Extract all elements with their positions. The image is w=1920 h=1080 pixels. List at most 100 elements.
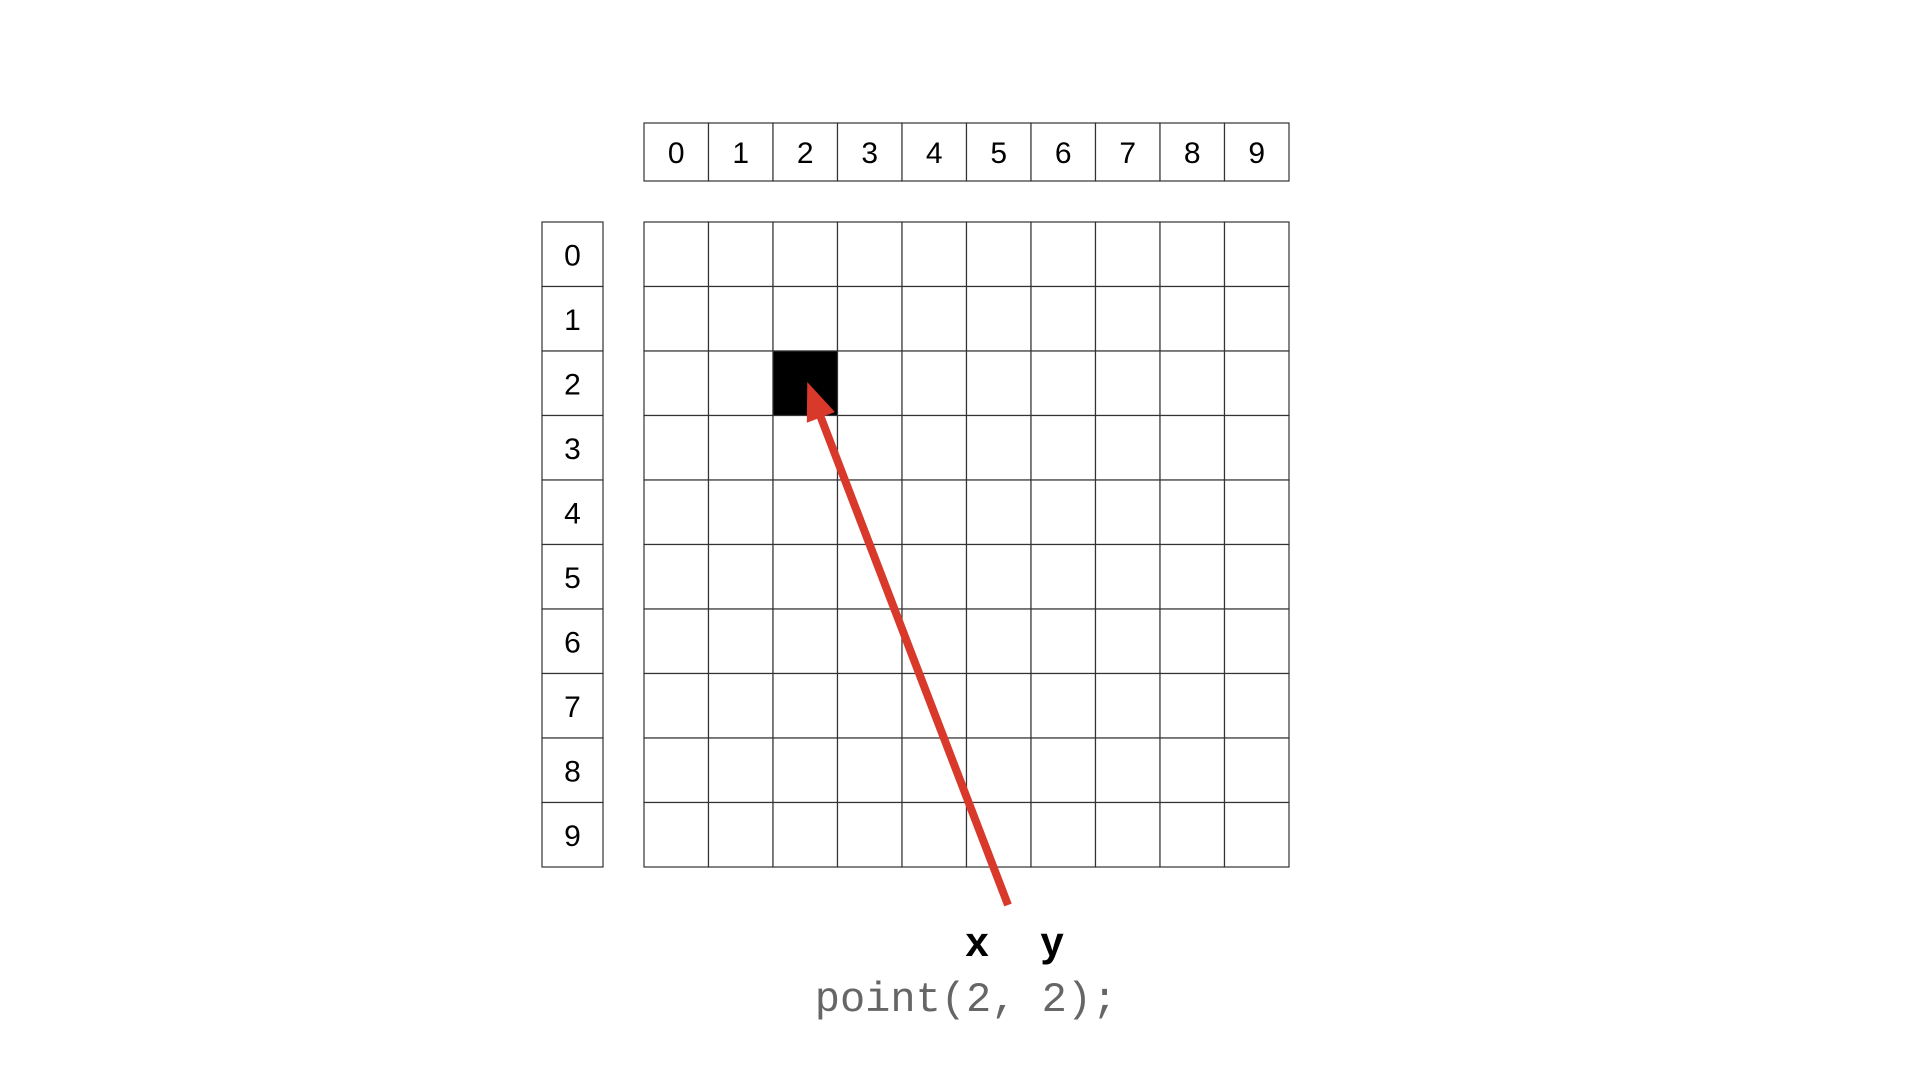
row-index-label: 0 xyxy=(564,239,581,272)
grid-cell xyxy=(1159,414,1226,481)
row-header-cell xyxy=(541,543,604,610)
row-header-cell xyxy=(541,737,604,804)
column-header-cell xyxy=(1030,122,1097,182)
grid-cell xyxy=(1030,737,1097,804)
row-index-label: 5 xyxy=(564,562,581,595)
x-axis-word: x xyxy=(965,918,989,965)
grid-cell xyxy=(1030,414,1097,481)
grid-cell xyxy=(1030,801,1097,868)
grid-cell xyxy=(1223,608,1290,675)
column-header-cell xyxy=(901,122,968,182)
row-header-cell xyxy=(541,672,604,739)
grid-cell xyxy=(901,221,968,288)
grid-cell xyxy=(1223,737,1290,804)
grid-cell xyxy=(1159,350,1226,417)
column-index-label: 7 xyxy=(1119,137,1136,170)
grid-cell xyxy=(965,414,1032,481)
grid-cell xyxy=(1030,479,1097,546)
grid-cell xyxy=(965,672,1032,739)
row-index-label: 9 xyxy=(564,820,581,853)
pointer-arrow xyxy=(806,381,1012,907)
grid-cell xyxy=(1159,543,1226,610)
grid-cell xyxy=(901,479,968,546)
column-header-cell xyxy=(1094,122,1161,182)
row-index-label: 8 xyxy=(564,755,581,788)
row-header-cell xyxy=(541,608,604,675)
grid-cell xyxy=(965,543,1032,610)
grid-cell xyxy=(643,414,710,481)
grid-cell xyxy=(1159,737,1226,804)
pixel-grid xyxy=(643,221,1290,868)
grid-cell xyxy=(707,672,774,739)
row-header-cell xyxy=(541,221,604,288)
grid-cell xyxy=(1030,350,1097,417)
grid-cell xyxy=(1094,737,1161,804)
column-index-label: 4 xyxy=(926,137,943,170)
column-index-label: 3 xyxy=(861,137,878,170)
grid-cell xyxy=(1094,350,1161,417)
grid-cell xyxy=(1159,801,1226,868)
grid-cell xyxy=(1223,414,1290,481)
grid-cell xyxy=(772,801,839,868)
column-index-label: 8 xyxy=(1184,137,1201,170)
column-header-cell xyxy=(965,122,1032,182)
row-index-label: 3 xyxy=(564,433,581,466)
grid-cell xyxy=(1223,672,1290,739)
grid-cell xyxy=(643,350,710,417)
grid-cell xyxy=(1094,285,1161,352)
grid-cell xyxy=(707,608,774,675)
grid-cell xyxy=(1030,221,1097,288)
grid-cell xyxy=(901,350,968,417)
grid-cell xyxy=(836,737,903,804)
grid-cell xyxy=(1030,285,1097,352)
grid-cell xyxy=(1223,221,1290,288)
grid-cell xyxy=(836,221,903,288)
grid-cell xyxy=(901,414,968,481)
grid-cell xyxy=(772,221,839,288)
grid-cell xyxy=(707,350,774,417)
grid-cell xyxy=(772,479,839,546)
grid-cell xyxy=(707,414,774,481)
code-snippet: point(2, 2); xyxy=(815,976,1117,1024)
grid-cell xyxy=(643,801,710,868)
grid-cell xyxy=(707,543,774,610)
row-header-cell xyxy=(541,285,604,352)
grid-cell xyxy=(772,285,839,352)
grid-cell xyxy=(1094,479,1161,546)
grid-cell xyxy=(965,350,1032,417)
grid-cell xyxy=(643,672,710,739)
column-index-label: 6 xyxy=(1055,137,1072,170)
grid-cell xyxy=(772,608,839,675)
grid-cell xyxy=(836,350,903,417)
y-axis-word: y xyxy=(1040,918,1064,965)
grid-cell xyxy=(1094,414,1161,481)
grid-cell xyxy=(836,285,903,352)
grid-cell xyxy=(643,543,710,610)
grid-cell xyxy=(772,737,839,804)
grid-cell xyxy=(1030,608,1097,675)
grid-cell xyxy=(1094,221,1161,288)
grid-cell xyxy=(1159,608,1226,675)
column-index-label: 2 xyxy=(797,137,814,170)
row-index-label: 1 xyxy=(564,304,581,337)
column-header-cell xyxy=(643,122,710,182)
row-header-cell xyxy=(541,801,604,868)
grid-cell xyxy=(1223,543,1290,610)
grid-cell xyxy=(1223,350,1290,417)
grid-cell xyxy=(836,801,903,868)
row-index-label: 7 xyxy=(564,691,581,724)
grid-cell xyxy=(1159,479,1226,546)
row-index-header: 0 1 2 3 4 5 6 7 8 9 xyxy=(541,221,604,868)
row-index-label: 2 xyxy=(564,368,581,401)
grid-cell xyxy=(1223,285,1290,352)
column-header-cell xyxy=(707,122,774,182)
column-index-header: 0 1 2 3 4 5 6 7 8 9 xyxy=(643,122,1290,182)
grid-cell xyxy=(643,479,710,546)
grid-cell xyxy=(965,221,1032,288)
grid-cell xyxy=(1223,801,1290,868)
grid-cell xyxy=(1094,672,1161,739)
grid-cell xyxy=(901,543,968,610)
grid-cell xyxy=(901,801,968,868)
